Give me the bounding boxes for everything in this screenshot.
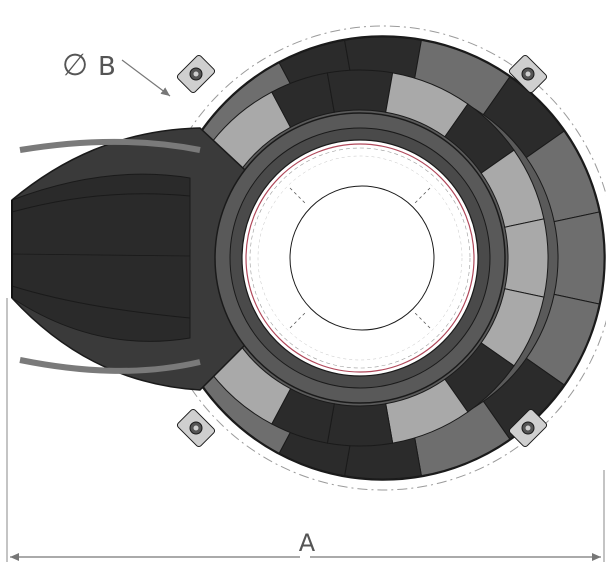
hidden-rib-line (414, 312, 433, 331)
dimension-a-label: A (299, 529, 316, 557)
outer-segment (553, 211, 605, 305)
hidden-rib-line (414, 185, 433, 204)
diameter-symbol: ∅ (62, 48, 88, 83)
bore-hidden-features (287, 185, 433, 331)
dimension-a: A (6, 298, 605, 562)
hidden-rib-line (287, 312, 306, 331)
spout (10, 127, 246, 391)
inner-segment (504, 218, 549, 298)
hidden-rib-line (287, 185, 306, 204)
bore-hidden-line-2 (257, 155, 463, 361)
center-bore (289, 185, 435, 331)
mounting-lug-top-left (176, 54, 216, 94)
inner-segment (326, 403, 394, 447)
housing-body (10, 35, 606, 481)
mounting-lug-bottom-right (508, 408, 548, 448)
dimension-b-label: B (98, 52, 116, 82)
dimension-b: ∅ B (62, 48, 171, 97)
mounting-lug-bottom-left (176, 408, 216, 448)
bore-hidden-line (249, 147, 471, 369)
inner-segment (326, 69, 394, 113)
inner-segment-band (199, 69, 549, 447)
arrow-icon (121, 59, 171, 97)
bore-seal (245, 143, 475, 373)
mounting-lug-top-right (508, 54, 548, 94)
